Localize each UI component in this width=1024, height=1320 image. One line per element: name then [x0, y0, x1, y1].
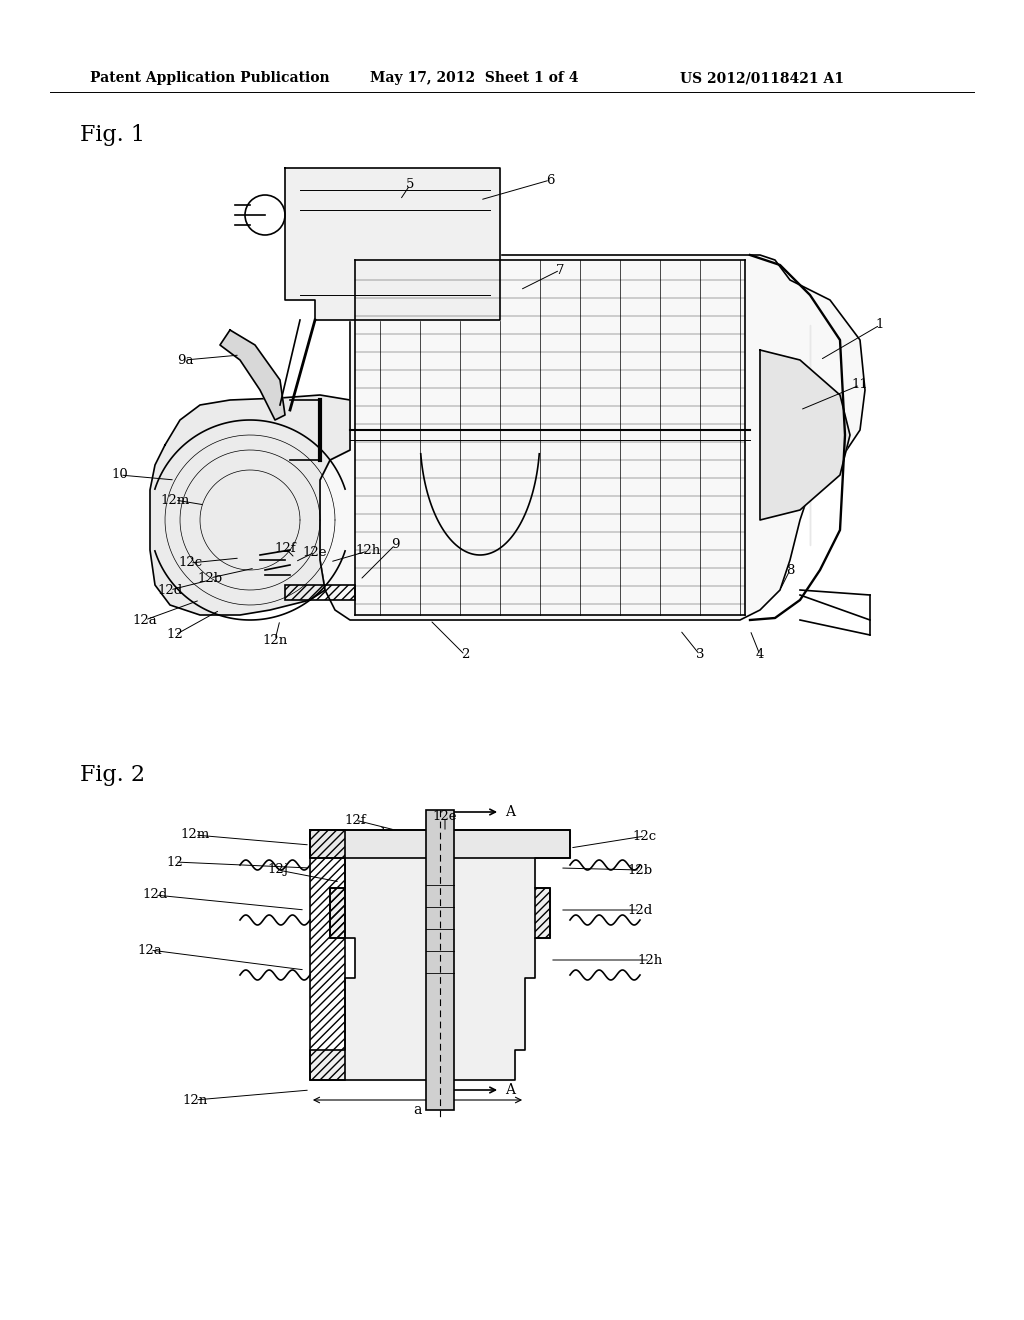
Text: Fig. 1: Fig. 1 — [80, 124, 145, 147]
Text: 12d: 12d — [158, 583, 182, 597]
FancyBboxPatch shape — [310, 830, 570, 858]
Text: 12: 12 — [167, 628, 183, 642]
Text: 12c: 12c — [178, 557, 202, 569]
Text: 3: 3 — [695, 648, 705, 661]
Text: $\alpha$: $\alpha$ — [490, 834, 502, 847]
Text: A: A — [505, 1082, 515, 1097]
Text: 2: 2 — [461, 648, 469, 661]
Text: 12e: 12e — [303, 545, 328, 558]
Text: 12: 12 — [167, 855, 183, 869]
Text: 12h: 12h — [637, 953, 663, 966]
Text: 12d: 12d — [628, 903, 652, 916]
Text: 5: 5 — [406, 178, 414, 191]
Polygon shape — [285, 168, 500, 319]
Text: 12c: 12c — [633, 829, 657, 842]
Text: 12n: 12n — [262, 634, 288, 647]
Text: A: A — [505, 805, 515, 818]
Bar — [310, 830, 345, 1080]
Text: 12m: 12m — [180, 829, 210, 842]
Text: 8: 8 — [785, 564, 795, 577]
Text: 11: 11 — [852, 379, 868, 392]
Text: b: b — [381, 828, 389, 841]
Text: 12f: 12f — [274, 541, 296, 554]
Text: 12d: 12d — [142, 888, 168, 902]
Text: Fig. 2: Fig. 2 — [80, 764, 145, 785]
Text: May 17, 2012  Sheet 1 of 4: May 17, 2012 Sheet 1 of 4 — [370, 71, 579, 84]
Text: 12h: 12h — [355, 544, 381, 557]
Text: Patent Application Publication: Patent Application Publication — [90, 71, 330, 84]
Text: 1: 1 — [876, 318, 884, 331]
Text: 12f: 12f — [344, 813, 366, 826]
Bar — [426, 810, 454, 1110]
Text: a: a — [413, 1104, 421, 1117]
Text: 9: 9 — [391, 539, 399, 552]
Text: 12j: 12j — [267, 863, 289, 876]
Text: 9a: 9a — [177, 354, 194, 367]
Text: 6: 6 — [546, 173, 554, 186]
Text: 12m: 12m — [161, 494, 189, 507]
Text: 7: 7 — [556, 264, 564, 276]
Text: 12n: 12n — [182, 1093, 208, 1106]
Text: 12b: 12b — [198, 572, 222, 585]
Text: US 2012/0118421 A1: US 2012/0118421 A1 — [680, 71, 844, 84]
Bar — [535, 888, 550, 939]
Text: 10: 10 — [112, 469, 128, 482]
Polygon shape — [310, 830, 570, 1080]
Polygon shape — [760, 350, 850, 520]
Text: 4: 4 — [756, 648, 764, 661]
Text: 12a: 12a — [133, 614, 158, 627]
Bar — [330, 888, 345, 939]
Text: 12b: 12b — [628, 863, 652, 876]
Text: 12a: 12a — [137, 944, 163, 957]
Polygon shape — [319, 255, 865, 620]
Polygon shape — [150, 395, 350, 615]
Text: 12e: 12e — [433, 810, 458, 824]
Polygon shape — [220, 330, 285, 420]
